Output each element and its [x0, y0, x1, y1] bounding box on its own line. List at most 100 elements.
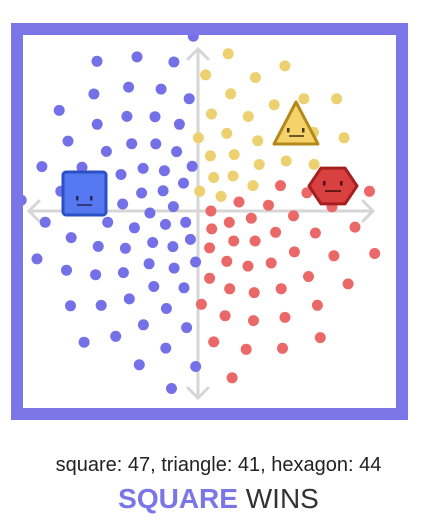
hexagon-vote-dot	[288, 210, 299, 222]
triangle-vote-dot	[194, 185, 206, 197]
square-vote-dot	[126, 138, 138, 150]
square-vote-dot	[180, 216, 192, 228]
square-vote-dot	[92, 240, 104, 252]
hexagon-vote-dot	[364, 185, 375, 197]
hexagon-vote-dot	[303, 271, 314, 282]
triangle-vote-dot	[242, 111, 254, 122]
axis-arrow-left	[26, 199, 41, 223]
square-vote-dot	[144, 207, 156, 219]
triangle-vote-dot	[308, 158, 320, 170]
square-vote-dot	[147, 237, 159, 248]
hexagon-vote-dot	[277, 342, 288, 354]
square-vote-dot	[115, 169, 127, 180]
square-vote-dot	[123, 81, 135, 93]
square-vote-dot	[90, 269, 102, 281]
score-summary: square: 47, triangle: 41, hexagon: 44	[55, 454, 382, 476]
hexagon-vote-dot	[248, 287, 260, 299]
triangle-vote-dot	[253, 159, 265, 170]
axis-arrow-right	[361, 199, 376, 223]
square-vote-dot	[133, 359, 145, 371]
triangle-vote-dot	[331, 93, 343, 105]
triangle-vote-dot	[200, 69, 212, 81]
hexagon-vote-dot	[228, 235, 240, 247]
triangle-vote-dot	[268, 99, 280, 111]
hexagon-vote-dot	[288, 246, 300, 258]
hexagon-vote-dot	[248, 315, 259, 327]
square-vote-dot	[65, 300, 76, 312]
hexagon-vote-dot	[205, 205, 217, 217]
hexagon-vote-dot	[342, 278, 354, 290]
triangle-vote-dot	[221, 127, 233, 139]
hexagon-vote-dot	[369, 248, 381, 259]
hexagon-vote-dot	[223, 216, 235, 228]
hexagon-vote-dot	[219, 310, 231, 322]
hexagon-vote-dot	[206, 223, 218, 235]
triangle-vote-dot	[252, 135, 264, 147]
game-board	[11, 23, 408, 420]
triangle-vote-dot	[204, 150, 216, 162]
square-vote-dot	[168, 262, 180, 274]
square-vote-dot	[131, 51, 143, 63]
square-vote-dot	[181, 322, 193, 334]
hexagon-vote-dot	[301, 187, 313, 199]
board-canvas	[23, 35, 381, 401]
square-vote-dot	[184, 233, 196, 245]
square-vote-dot	[173, 118, 185, 130]
hexagon-vote-dot	[328, 250, 340, 262]
hexagon-vote-dot	[270, 226, 282, 238]
square-vote-dot	[61, 264, 72, 276]
triangle-vote-dot	[338, 132, 350, 144]
triangle-vote-dot	[247, 180, 259, 192]
hexagon-vote-dot	[204, 242, 216, 254]
square-vote-dot	[160, 218, 171, 230]
square-vote-dot	[121, 110, 133, 122]
triangle-vote-dot	[192, 132, 204, 144]
square-vote-dot	[178, 282, 190, 294]
square-vote-dot	[23, 195, 27, 206]
square-vote-dot	[158, 165, 170, 177]
square-vote-dot	[183, 93, 195, 105]
hexagon-vote-dot	[242, 260, 254, 272]
hexagon-vote-dot	[265, 257, 277, 269]
square-vote-dot	[123, 293, 135, 305]
triangle-vote-dot	[280, 155, 292, 167]
player-pieces	[61, 100, 359, 217]
square-vote-dot	[117, 267, 129, 279]
square-vote-dot	[76, 161, 88, 173]
square-vote-dot	[149, 111, 161, 123]
hexagon-vote-dot	[221, 255, 233, 267]
wins-label: WINS	[245, 483, 319, 514]
square-vote-dot	[91, 55, 103, 67]
square-vote-dot	[171, 146, 183, 158]
axis-arrow-down	[186, 386, 210, 401]
square-vote-dot	[157, 185, 169, 197]
hexagon-vote-dot	[275, 180, 286, 192]
hexagon-vote-dot	[314, 332, 326, 344]
square-vote-dot	[78, 336, 90, 348]
square-vote-dot	[137, 319, 149, 331]
hexagon-vote-dot	[279, 311, 291, 323]
square-vote-dot	[53, 104, 65, 116]
square-vote-dot	[137, 162, 149, 174]
square-vote-dot	[168, 56, 180, 68]
square-vote-dot	[102, 216, 114, 228]
square-vote-dot	[160, 303, 172, 314]
square-vote-dot	[119, 242, 131, 254]
square-vote-dot	[117, 198, 129, 210]
triangle-vote-dot	[225, 88, 237, 100]
hexagon-vote-dot	[208, 336, 220, 348]
triangle-vote-dot	[279, 60, 291, 72]
square-vote-dot	[110, 330, 122, 342]
hexagon-vote-dot	[263, 199, 274, 211]
square-vote-dot	[150, 138, 162, 150]
winner-name: SQUARE	[118, 483, 238, 514]
square-vote-dot	[186, 160, 198, 172]
hexagon-vote-dot	[311, 299, 323, 311]
square-vote-dot	[65, 232, 77, 244]
result-banner: SQUARE WINS	[0, 483, 437, 515]
hexagon-vote-dot	[245, 212, 257, 224]
hexagon-vote-dot	[275, 283, 287, 295]
square-vote-dot	[136, 187, 148, 199]
square-vote-dot	[31, 253, 43, 265]
hexagon-vote-dot	[233, 196, 245, 208]
